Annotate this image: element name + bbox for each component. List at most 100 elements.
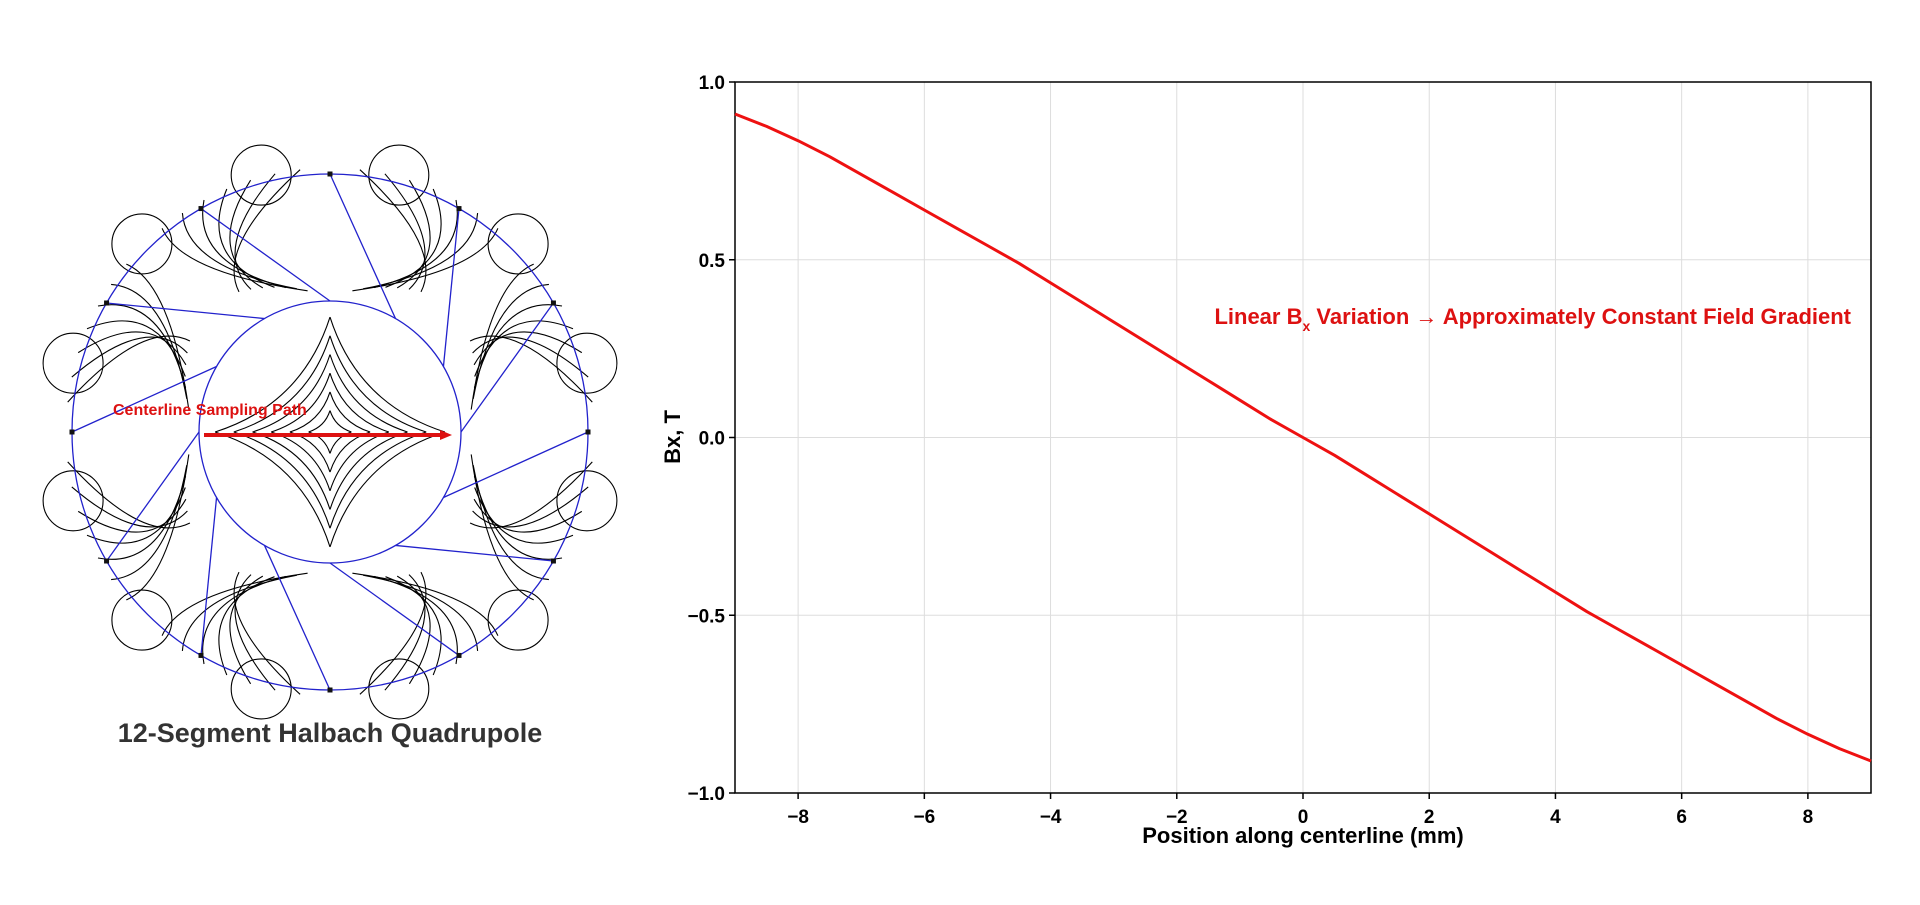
segment-vertex xyxy=(550,300,556,306)
field-line xyxy=(329,431,446,548)
field-line xyxy=(473,331,583,366)
field-line xyxy=(271,431,331,491)
field-line xyxy=(385,576,442,676)
halbach-field-diagram: Centerline Sampling Path xyxy=(42,144,618,720)
segment-vertex xyxy=(198,206,204,212)
segment-vertex xyxy=(198,652,204,658)
field-line xyxy=(77,498,187,533)
chart-ticks: −8 −6 −4 −2 0 2 4 6 8 −1.0 −0.5 0.0 0.5 1.0 xyxy=(687,73,1813,828)
segment-edge xyxy=(395,544,554,562)
field-line xyxy=(181,574,298,651)
field-line xyxy=(233,431,331,529)
fringe-lobe xyxy=(487,589,549,651)
field-line xyxy=(329,354,408,433)
field-line xyxy=(271,373,331,433)
x-tick-label: −2 xyxy=(1166,807,1188,828)
segment-vertex xyxy=(69,429,75,435)
chart-series xyxy=(734,112,1872,763)
bx-chart-panel: −8 −6 −4 −2 0 2 4 6 8 −1.0 −0.5 0.0 0.5 1.0 Position … xyxy=(640,0,1920,900)
field-line xyxy=(86,487,186,544)
segment-vertex xyxy=(327,687,333,693)
segment-edge xyxy=(442,208,460,367)
fringe-lobe xyxy=(556,332,618,394)
segment-edge xyxy=(200,497,218,656)
segment-edge xyxy=(71,365,217,433)
segment-vertex xyxy=(456,206,462,212)
y-tick-label: −1.0 xyxy=(687,784,725,805)
bx-series-line xyxy=(734,112,1872,763)
annotation-sub: x xyxy=(1302,318,1310,334)
field-line xyxy=(218,576,275,676)
field-line xyxy=(233,571,301,695)
fringe-lobe xyxy=(111,213,173,275)
field-line xyxy=(214,431,331,548)
fringe-lobe xyxy=(230,658,292,720)
field-line xyxy=(289,431,331,473)
field-line xyxy=(469,461,593,529)
x-tick-label: 8 xyxy=(1803,807,1814,828)
x-tick-label: −6 xyxy=(913,807,935,828)
field-lines xyxy=(42,144,618,720)
segment-edge xyxy=(263,545,331,691)
field-line xyxy=(396,575,431,685)
fringe-lobe xyxy=(487,213,549,275)
field-line xyxy=(71,486,188,528)
field-line xyxy=(473,304,563,389)
fringe-lobe xyxy=(556,470,618,532)
field-line xyxy=(472,464,549,581)
x-tick-label: −4 xyxy=(1040,807,1062,828)
fringe-lobe xyxy=(111,589,173,651)
annotation-pre: Linear B xyxy=(1214,304,1302,329)
x-tick-label: 2 xyxy=(1424,807,1435,828)
chart-annotation: Linear Bx Variation → Approximately Cons… xyxy=(1214,304,1851,334)
field-line xyxy=(359,169,427,293)
fringe-lobe xyxy=(368,144,430,206)
field-line xyxy=(329,316,446,433)
field-line xyxy=(329,431,408,510)
segment-vertex xyxy=(456,652,462,658)
x-tick-label: 4 xyxy=(1550,807,1561,828)
bx-line-chart: −8 −6 −4 −2 0 2 4 6 8 −1.0 −0.5 0.0 0.5 1.0 Position … xyxy=(660,73,1872,848)
outer-ring xyxy=(71,173,589,691)
field-line xyxy=(329,391,371,433)
field-line xyxy=(474,487,574,544)
fringe-lobe xyxy=(230,144,292,206)
x-tick-label: 6 xyxy=(1676,807,1687,828)
x-tick-label: 0 xyxy=(1298,807,1309,828)
field-line xyxy=(329,431,352,454)
field-line xyxy=(472,486,589,528)
segment-vertex xyxy=(104,558,110,564)
segment-vertex xyxy=(550,558,556,564)
halbach-figure-panel: Centerline Sampling Path 12-Segment Halb… xyxy=(0,0,660,900)
field-line xyxy=(329,431,389,491)
field-line xyxy=(234,574,276,691)
field-line xyxy=(329,335,427,433)
y-axis-label: Bx, T xyxy=(660,410,685,464)
field-line xyxy=(474,320,574,377)
field-line xyxy=(202,199,287,289)
sampling-path-arrowhead xyxy=(440,430,452,440)
field-line xyxy=(329,373,389,433)
segment-edges xyxy=(69,171,591,693)
field-line xyxy=(373,575,458,665)
fringe-lobe xyxy=(368,658,430,720)
x-axis-label: Position along centerline (mm) xyxy=(1142,823,1463,848)
field-line xyxy=(67,335,191,403)
field-line xyxy=(472,336,589,378)
field-line xyxy=(97,475,187,560)
segment-edge xyxy=(200,208,331,302)
y-tick-label: 0.0 xyxy=(699,429,725,450)
y-tick-label: −0.5 xyxy=(687,606,725,627)
field-line xyxy=(229,179,264,289)
field-line xyxy=(252,431,331,510)
field-line xyxy=(234,173,276,290)
segment-edge xyxy=(443,431,589,499)
segment-edge xyxy=(329,173,397,319)
segment-vertex xyxy=(104,300,110,306)
field-line xyxy=(214,316,331,433)
field-line xyxy=(329,410,352,433)
segment-vertex xyxy=(327,171,333,177)
fringe-lobe xyxy=(42,332,104,394)
field-line xyxy=(308,410,331,433)
field-line xyxy=(71,336,188,378)
